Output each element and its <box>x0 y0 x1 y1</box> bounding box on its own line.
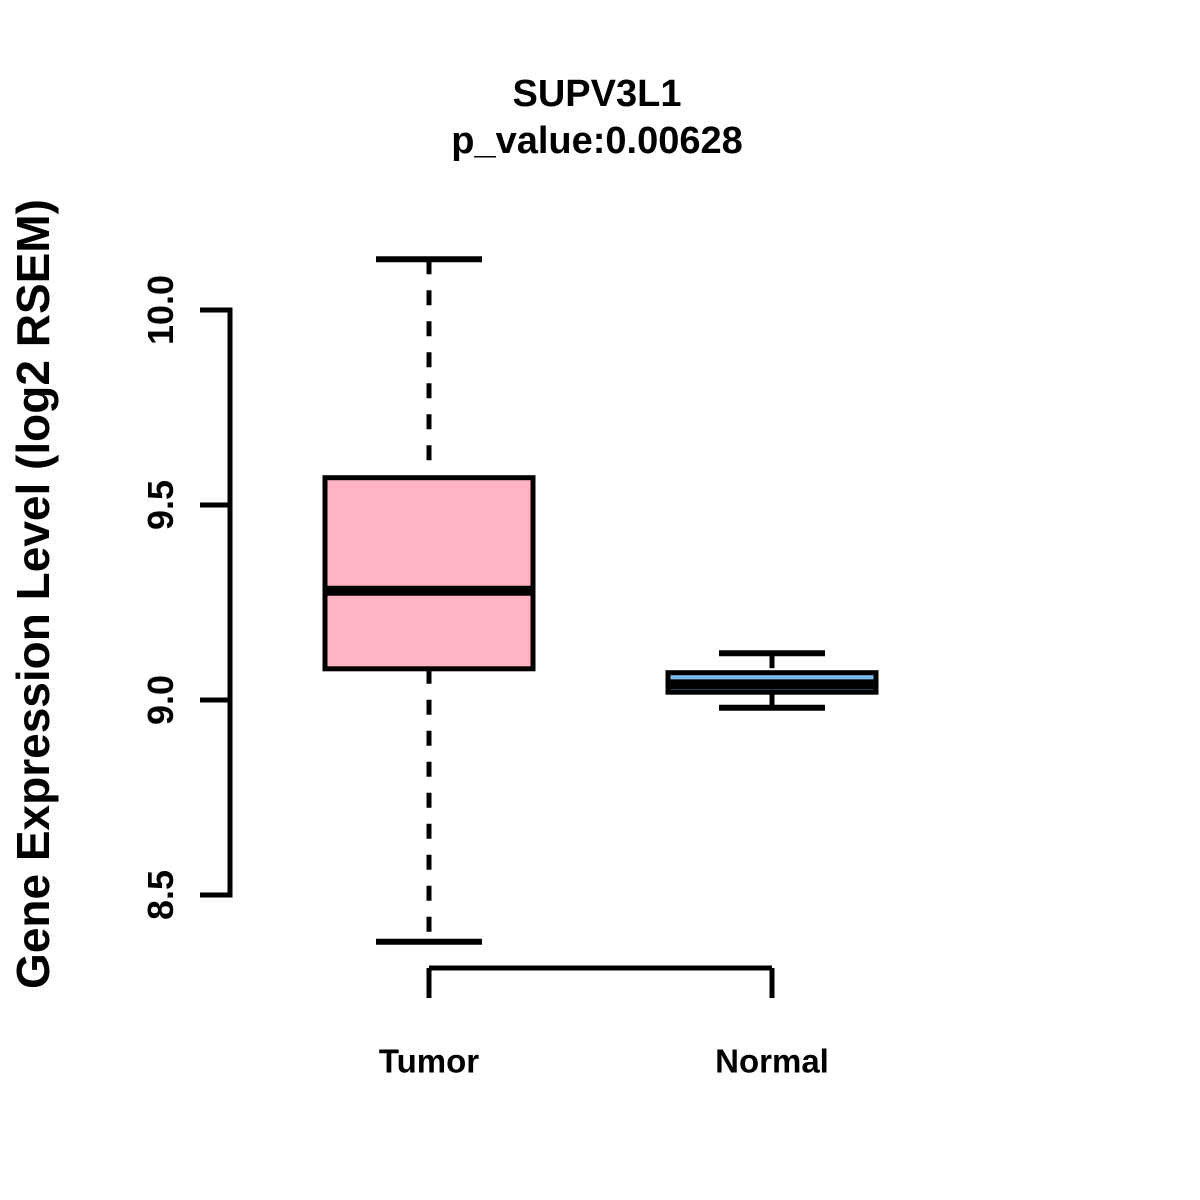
y-tick-label: 8.5 <box>140 869 181 921</box>
y-tick-label: 10.0 <box>140 274 181 346</box>
x-category-label-normal: Normal <box>715 1042 829 1080</box>
tumor-box-rect <box>322 475 536 672</box>
y-tick-label: 9.0 <box>140 674 181 726</box>
chart-pvalue-subtitle: p_value:0.00628 <box>451 120 743 162</box>
chart-title: SUPV3L1 <box>512 73 682 115</box>
y-axis-title: Gene Expression Level (log2 RSEM) <box>7 199 59 989</box>
y-tick-label: 9.5 <box>140 479 181 531</box>
x-category-label-tumor: Tumor <box>378 1042 480 1080</box>
